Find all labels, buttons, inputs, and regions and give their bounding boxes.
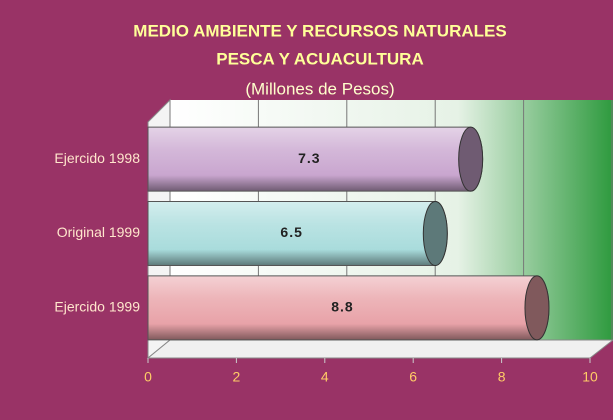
y-tick-label: Ejercido 1998: [54, 150, 140, 166]
x-tick-label: 0: [144, 369, 152, 385]
bar-end: [458, 126, 484, 192]
y-tick-label: Original 1999: [57, 224, 140, 240]
data-label: 8.8: [331, 299, 353, 315]
x-tick-label: 2: [233, 369, 241, 385]
chart-subtitle: PESCA Y ACUACULTURA: [216, 49, 423, 68]
chart-title: MEDIO AMBIENTE Y RECURSOS NATURALES: [133, 21, 506, 40]
bar-end: [524, 275, 550, 341]
floor: [146, 339, 613, 359]
data-label: 6.5: [280, 224, 302, 240]
x-tick-label: 4: [321, 369, 329, 385]
x-tick-label: 10: [582, 369, 598, 385]
units-label: (Millones de Pesos): [245, 79, 394, 98]
x-tick-label: 6: [409, 369, 417, 385]
x-tick-label: 8: [498, 369, 506, 385]
data-label: 7.3: [298, 150, 320, 166]
y-tick-label: Ejercido 1999: [54, 299, 140, 315]
bar-end: [422, 201, 448, 266]
